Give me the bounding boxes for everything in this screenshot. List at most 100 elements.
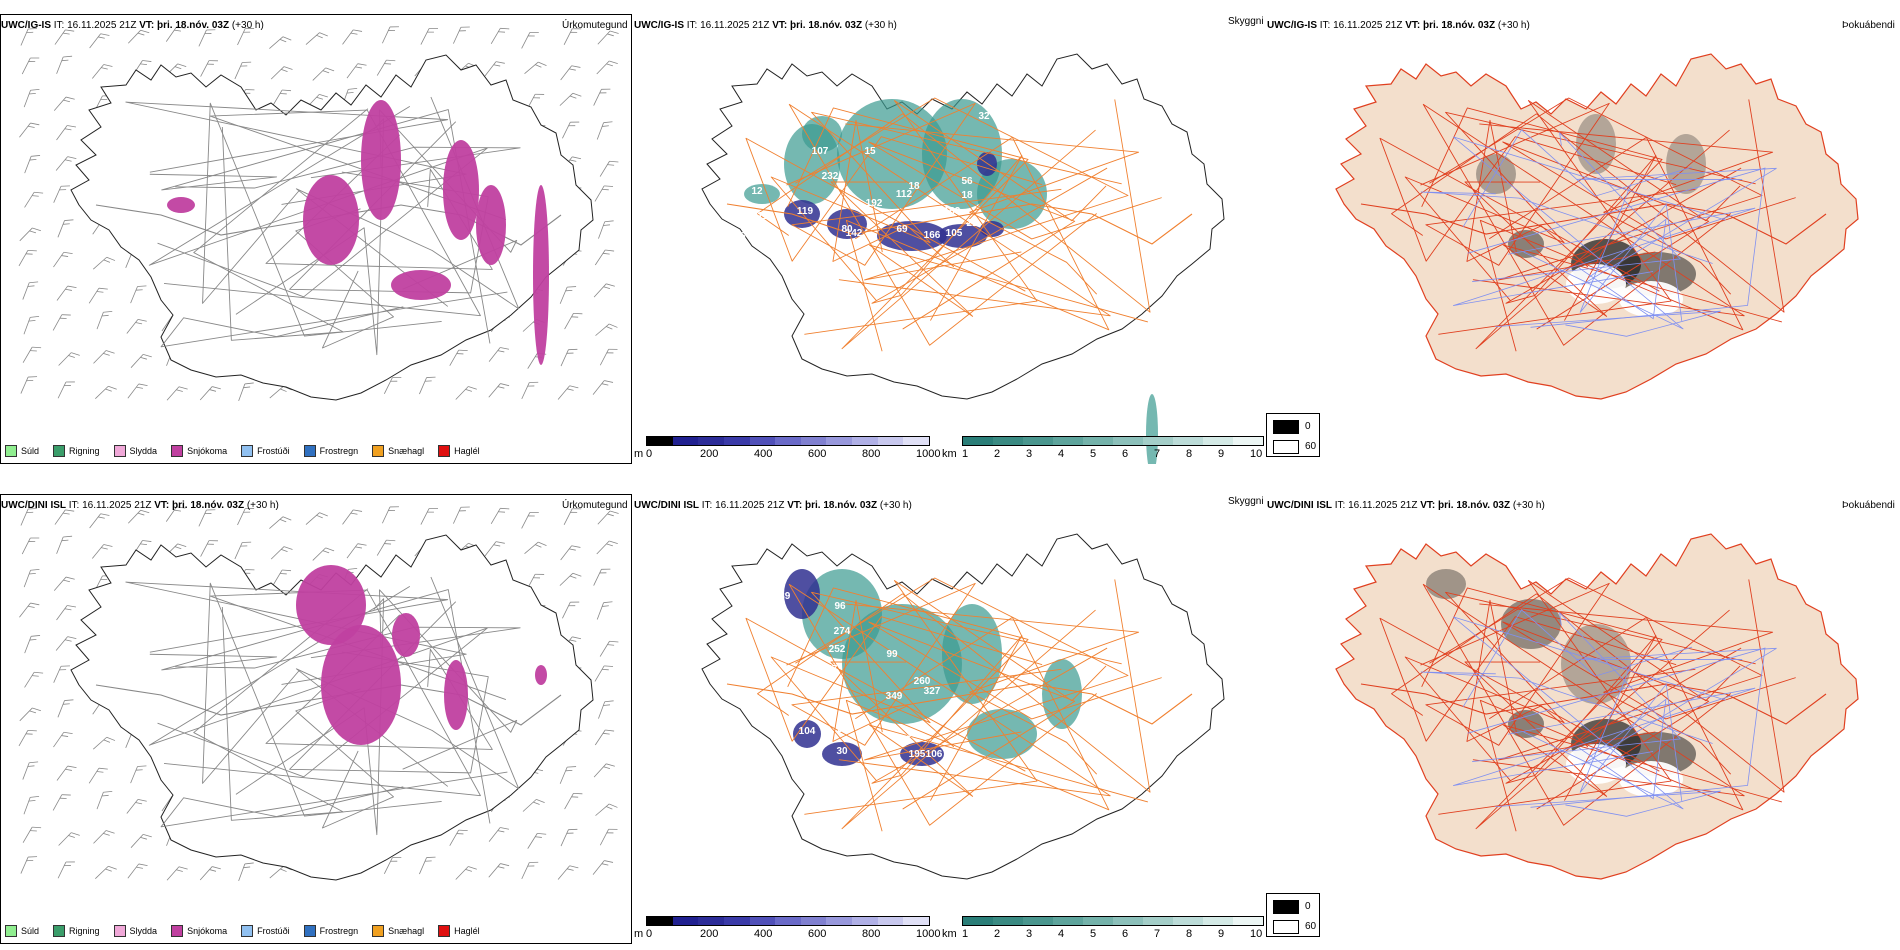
cbar-km-bottom: km 1 2 3 4 5 6 7 8 9 10 [940, 916, 1270, 946]
fog-land [1335, 533, 1859, 880]
ceiling-value-label: 260 [914, 676, 931, 687]
ceiling-value-label: 3 [791, 618, 797, 629]
wind-barb [126, 799, 147, 814]
cbar-segment [1023, 917, 1053, 925]
cbar-tick-label: 7 [1154, 448, 1161, 460]
cbar-m-unit: m [634, 928, 644, 940]
legend-item: Frostúði [241, 925, 290, 937]
snow-area [443, 140, 479, 240]
wind-barb [95, 865, 117, 879]
ceiling-value-label: 232 [822, 171, 839, 182]
wind-barb [560, 65, 581, 81]
ceiling-value-label: 195 [909, 749, 926, 760]
legend-swatch [372, 925, 385, 937]
wind-barb [595, 323, 618, 336]
cbar-tick-label: 5 [1090, 448, 1097, 460]
ceiling-value-label: 96 [834, 601, 846, 612]
wind-barb [596, 540, 618, 555]
low-ceiling-area [793, 720, 821, 748]
wind-barb [488, 863, 510, 878]
legend-swatch [438, 925, 451, 937]
low-ceiling-area [784, 200, 820, 228]
wind-barb [521, 861, 539, 880]
legend-swatch [113, 925, 126, 937]
low-ceiling-area [822, 742, 862, 766]
wind-barb [270, 66, 293, 80]
ceiling-value-label: 21 [966, 218, 978, 229]
visibility-area [977, 159, 1047, 229]
wind-barb [199, 386, 221, 401]
wind-barb [488, 347, 510, 362]
snow-area [167, 197, 195, 213]
wind-barb [199, 866, 221, 881]
cbar-segment [647, 437, 673, 445]
cbar-tick-label: 0 [646, 448, 653, 460]
cbar-tick-label: 10 [1250, 448, 1263, 460]
header-ceiling-top: UWC/IG-IS IT: 16.11.2025 21Z VT: þri. 18… [634, 20, 897, 31]
wind-barb [562, 601, 580, 619]
cbar-tick-label: 400 [754, 928, 773, 940]
visibility-area [837, 99, 947, 209]
wind-barb [89, 513, 110, 529]
road-line [163, 109, 507, 317]
header-fog-bottom: UWC/DINI ISL IT: 16.11.2025 21Z VT: þri.… [1267, 500, 1545, 511]
wind-barb [557, 385, 579, 400]
visibility-area [744, 184, 780, 204]
wind-barb [24, 191, 44, 208]
snow-area [444, 660, 468, 730]
fog-land [1335, 53, 1859, 400]
river-line [1578, 698, 1667, 800]
wind-barb [53, 665, 70, 683]
wind-barb [592, 380, 614, 395]
precip-map-bottom [18, 506, 619, 881]
wind-barb [522, 798, 545, 812]
ceiling-value-label: 12 [751, 186, 763, 197]
lead-label: (+30 h) [1497, 20, 1530, 31]
river-line [1462, 129, 1693, 228]
cbar-tick-label: 2 [994, 928, 1001, 940]
visibility-area [1146, 394, 1158, 464]
fog-index-area [1476, 154, 1516, 194]
cbar-segment [1143, 917, 1173, 925]
wind-barb [270, 546, 293, 560]
wind-barb [560, 545, 581, 561]
wind-barb [56, 285, 77, 301]
cbar-tick-label: 8 [1186, 928, 1193, 940]
precip-title-bottom: Úrkomutegund [562, 500, 628, 511]
cbar-tick-label: 600 [808, 448, 827, 460]
legend-label: Slydda [129, 926, 158, 936]
lead-label: (+30 h) [1512, 500, 1545, 511]
cbar-tick-label: 4 [1058, 448, 1065, 460]
model-label: UWC/DINI ISL [634, 500, 699, 511]
wind-barb [57, 699, 74, 718]
road-line [1379, 136, 1677, 292]
ceiling-value-label: 177 [836, 724, 853, 735]
wind-barb [238, 382, 254, 401]
wind-barb [559, 92, 582, 106]
wind-barb [19, 602, 40, 618]
model-label: UWC/IG-IS [1, 20, 51, 31]
wind-barb [93, 350, 115, 364]
wind-barb [96, 790, 113, 810]
precip-title-top: Úrkomutegund [562, 20, 628, 31]
ceiling-value-label: 274 [834, 626, 851, 637]
legend-label: Frostúði [257, 446, 290, 456]
cbar-segment [1053, 437, 1083, 445]
wind-barb [593, 283, 615, 298]
fog-legend-bottom: 0 60 [1266, 893, 1320, 937]
wind-barb [21, 57, 40, 75]
wind-barb [559, 766, 577, 784]
snow-area [361, 100, 401, 220]
river-line [1579, 183, 1683, 322]
road-line [757, 579, 1151, 793]
road-line [845, 603, 1140, 775]
cbar-tick-label: 6 [1122, 928, 1129, 940]
wind-barb [22, 281, 39, 300]
wind-barb [53, 251, 73, 268]
header-fog-top: UWC/IG-IS IT: 16.11.2025 21Z VT: þri. 18… [1267, 20, 1530, 31]
model-label: UWC/DINI ISL [1267, 500, 1332, 511]
road-line [1391, 579, 1785, 793]
wind-barb [562, 121, 580, 139]
road-line [1421, 587, 1730, 830]
